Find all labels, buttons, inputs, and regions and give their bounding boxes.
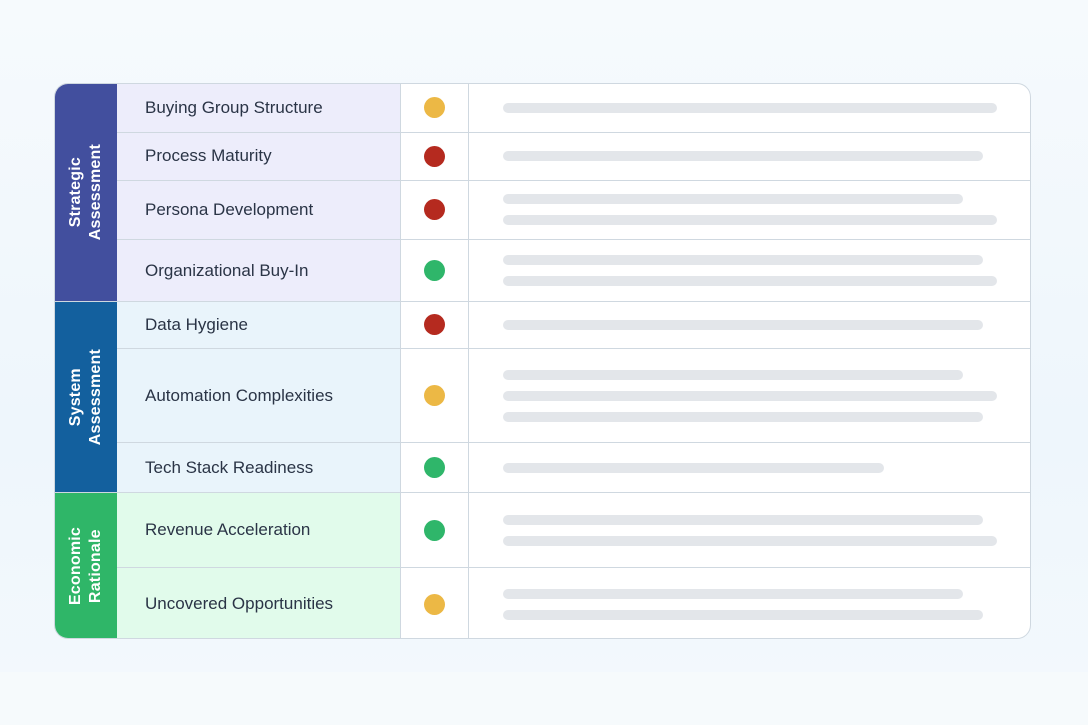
row-status [401,132,469,180]
table-row: Automation Complexities [117,348,1030,444]
group-label-system: System Assessment [55,302,117,492]
table-row: Persona Development [117,180,1030,241]
status-dot-yellow [424,97,445,119]
status-dot-green [424,519,445,541]
row-status [401,443,469,492]
group-rows: Revenue Acceleration Uncovered Opportuni… [117,493,1030,638]
row-notes [469,349,1030,443]
group-system-assessment: System Assessment Data Hygiene Automatio… [55,302,1030,493]
placeholder-bar [503,215,997,226]
row-notes [469,240,1030,301]
placeholder-bar [503,411,983,422]
status-dot-red [424,145,445,167]
row-status [401,493,469,567]
row-notes [469,181,1030,240]
row-status [401,302,469,348]
status-dot-green [424,457,445,479]
row-label: Persona Development [117,180,401,240]
status-dot-yellow [424,385,445,406]
table-row: Uncovered Opportunities [117,568,1030,638]
placeholder-bar [503,151,983,162]
placeholder-bar [503,514,983,525]
table-row: Organizational Buy-In [117,240,1030,301]
row-status [401,348,469,443]
group-rows: Buying Group Structure Process Maturity … [117,84,1030,301]
placeholder-bar [503,535,997,546]
placeholder-bar [503,609,983,620]
status-dot-red [424,314,445,336]
row-notes [469,302,1030,348]
row-label: Revenue Acceleration [117,493,401,567]
group-economic-rationale: Economic Rationale Revenue Acceleration … [55,493,1030,638]
group-rows: Data Hygiene Automation Complexities Tec… [117,302,1030,492]
row-notes [469,493,1030,567]
table-row: Data Hygiene [117,302,1030,349]
placeholder-bar [503,390,997,401]
table-row: Buying Group Structure [117,84,1030,133]
group-label-text: System Assessment [67,348,104,446]
row-status [401,568,469,638]
placeholder-bar [503,588,963,599]
row-label: Process Maturity [117,132,401,180]
group-strategic-assessment: Strategic Assessment Buying Group Struct… [55,84,1030,302]
table-row: Process Maturity [117,132,1030,181]
background-band [0,672,1088,725]
row-label: Automation Complexities [117,348,401,443]
group-label-text: Strategic Assessment [67,144,104,241]
row-label: Data Hygiene [117,302,401,348]
placeholder-bar [503,369,963,380]
row-notes [469,443,1030,492]
row-notes [469,568,1030,638]
status-dot-yellow [424,593,445,615]
placeholder-bar [503,255,983,266]
placeholder-bar [503,276,997,287]
group-label-strategic: Strategic Assessment [55,84,117,301]
status-dot-green [424,260,445,282]
group-label-economic: Economic Rationale [55,493,117,638]
row-status [401,240,469,301]
placeholder-bar [503,102,997,113]
row-label: Buying Group Structure [117,84,401,132]
row-status [401,84,469,132]
assessment-table: Strategic Assessment Buying Group Struct… [54,83,1031,639]
group-label-text: Economic Rationale [67,527,104,606]
placeholder-bar [503,194,963,205]
row-label: Tech Stack Readiness [117,443,401,492]
row-status [401,180,469,240]
row-notes [469,84,1030,132]
placeholder-bar [503,319,983,330]
row-label: Organizational Buy-In [117,240,401,301]
table-row: Revenue Acceleration [117,493,1030,568]
row-label: Uncovered Opportunities [117,568,401,638]
row-notes [469,133,1030,180]
table-row: Tech Stack Readiness [117,443,1030,492]
status-dot-red [424,199,445,221]
placeholder-bar [503,462,884,473]
